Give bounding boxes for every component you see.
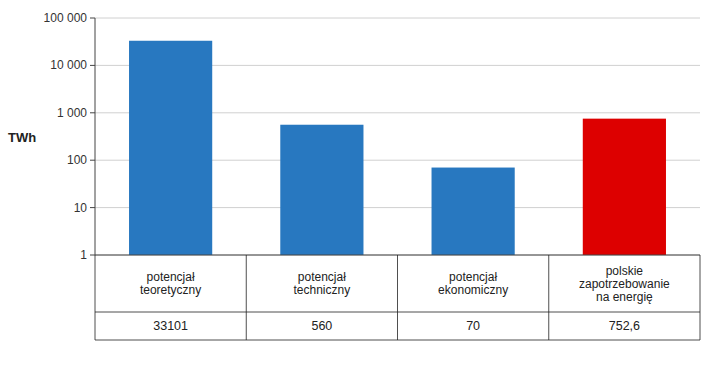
table-line bbox=[548, 255, 549, 340]
table-line bbox=[397, 255, 398, 340]
bar bbox=[583, 119, 666, 255]
table: potencjałteoretyczny potencjałtechniczny p… bbox=[95, 255, 700, 340]
tick-mark bbox=[90, 112, 95, 113]
bar bbox=[129, 41, 212, 255]
table-line bbox=[246, 255, 247, 340]
table-line bbox=[95, 255, 96, 340]
category-label: potencjałteoretyczny bbox=[140, 270, 201, 297]
table-line bbox=[700, 255, 701, 340]
bars bbox=[129, 41, 666, 255]
tick-mark bbox=[90, 207, 95, 208]
chart: 1 10 100 1 000 10 000 100 000 TWh potencjałteor… bbox=[0, 0, 718, 386]
tick-label: 100 000 bbox=[44, 11, 88, 25]
tick-mark bbox=[90, 255, 95, 256]
category-label: potencjałekonomiczny bbox=[438, 270, 508, 297]
data-label: 752,6 bbox=[609, 319, 640, 333]
tick-mark bbox=[90, 18, 95, 19]
y-axis-label: TWh bbox=[8, 130, 36, 145]
tick-label: 1 000 bbox=[57, 106, 87, 120]
data-label: 70 bbox=[466, 319, 480, 333]
y-ticks: 1 10 100 1 000 10 000 100 000 bbox=[44, 11, 95, 262]
tick-mark bbox=[90, 65, 95, 66]
bar bbox=[432, 168, 515, 255]
tick-label: 10 000 bbox=[50, 58, 87, 72]
tick-label: 10 bbox=[74, 201, 88, 215]
tick-mark bbox=[90, 160, 95, 161]
grid bbox=[95, 18, 700, 255]
data-label: 560 bbox=[311, 319, 332, 333]
category-label: polskiezapotrzebowaniena energię bbox=[579, 264, 670, 304]
tick-label: 100 bbox=[67, 153, 87, 167]
bar bbox=[280, 125, 363, 255]
category-label: potencjałtechniczny bbox=[294, 270, 351, 297]
data-label: 33101 bbox=[153, 319, 188, 333]
y-axis bbox=[95, 18, 96, 255]
tick-label: 1 bbox=[80, 248, 87, 262]
grid-line bbox=[95, 18, 700, 19]
